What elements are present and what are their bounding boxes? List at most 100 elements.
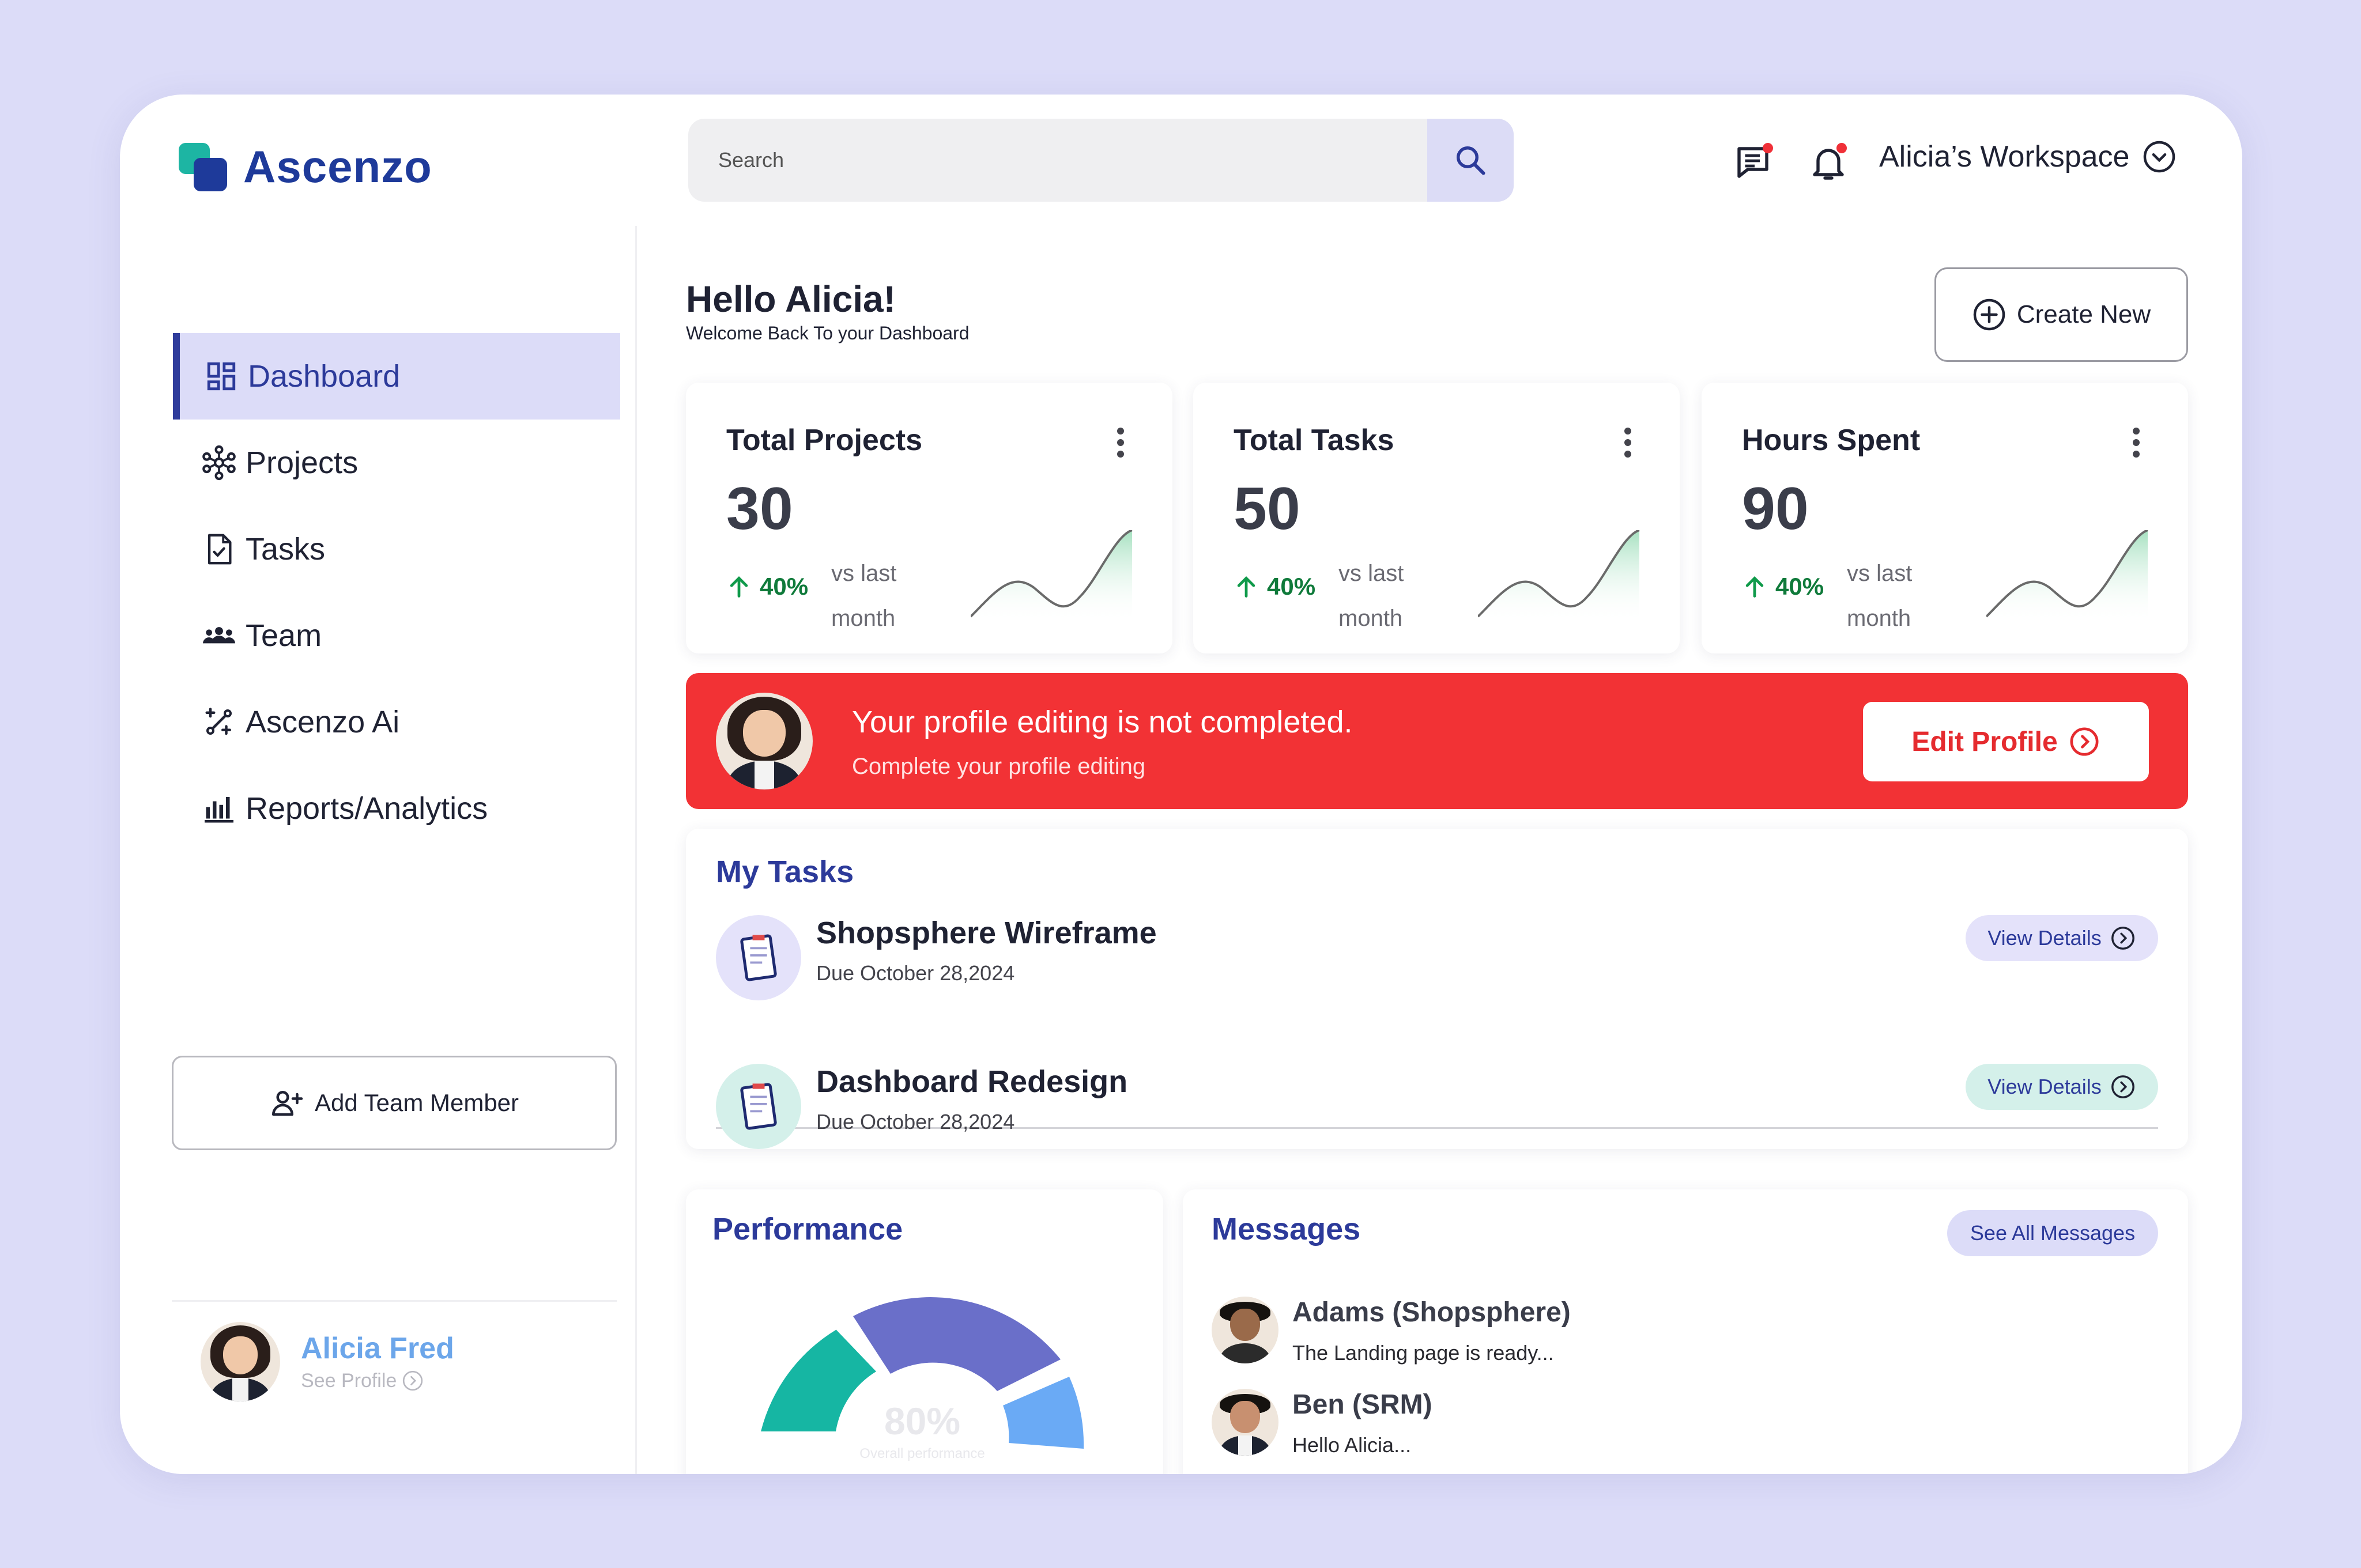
search-icon: [1457, 146, 1485, 175]
stat-compare: vs last month: [1338, 561, 1404, 631]
greeting: Hello Alicia! Welcome Back To your Dashb…: [686, 278, 970, 344]
task-due: Due October 28,2024: [816, 1110, 1015, 1134]
dashboard-grid-icon: [203, 358, 240, 395]
stat-card-total-tasks: Total Tasks 50 40% vs last month: [1193, 383, 1680, 653]
stat-compare: vs last month: [1847, 561, 1913, 631]
chevron-down-icon: [2144, 141, 2175, 173]
stat-change: 40%: [726, 573, 808, 600]
search-button[interactable]: [1427, 119, 1514, 202]
search-input[interactable]: [718, 119, 1352, 202]
sparkline-chart: [971, 530, 1133, 622]
task-name: Dashboard Redesign: [816, 1064, 1128, 1099]
message-item[interactable]: Ben (SRM) Hello Alicia...: [1212, 1389, 1432, 1457]
edit-profile-label: Edit Profile: [1911, 726, 2058, 757]
more-vertical-icon[interactable]: [2130, 425, 2142, 460]
page-title: Hello Alicia!: [686, 278, 896, 320]
app-name: Ascenzo: [243, 141, 432, 192]
chevron-right-circle-icon: [403, 1370, 423, 1391]
sidebar-item-label: Team: [246, 618, 322, 653]
view-details-button[interactable]: View Details: [1966, 915, 2158, 961]
donut-segment: [761, 1329, 876, 1431]
see-profile-link[interactable]: See Profile: [301, 1369, 454, 1392]
edit-profile-button[interactable]: Edit Profile: [1863, 702, 2149, 781]
stat-title: Total Tasks: [1234, 424, 1394, 457]
task-name: Shopsphere Wireframe: [816, 916, 1157, 950]
messages-title: Messages: [1212, 1212, 1361, 1246]
arrow-up-icon: [1745, 576, 1764, 598]
sidebar-item-reports-analytics[interactable]: Reports/Analytics: [173, 765, 620, 852]
stat-change-value: 40%: [1775, 573, 1824, 600]
task-due: Due October 28,2024: [816, 961, 1015, 985]
bar-chart-icon: [201, 790, 237, 827]
messages-button[interactable]: [1734, 142, 1775, 183]
sidebar-item-projects[interactable]: Projects: [173, 420, 620, 506]
list-item: Shopsphere Wireframe Due October 28,2024…: [716, 915, 2158, 1030]
sidebar-item-team[interactable]: Team: [173, 592, 620, 679]
more-vertical-icon[interactable]: [1622, 425, 1634, 460]
chat-icon: [1737, 147, 1768, 178]
logo-mark-icon: [179, 142, 227, 191]
view-details-button[interactable]: View Details: [1966, 1064, 2158, 1110]
sparkline-chart: [1478, 530, 1640, 622]
view-details-label: View Details: [1987, 926, 2102, 950]
add-team-member-label: Add Team Member: [314, 1089, 519, 1116]
sidebar-item-ascenzo-ai[interactable]: Ascenzo Ai: [173, 679, 620, 765]
sidebar-divider: [635, 226, 637, 1474]
performance-donut-chart: 80% Overall performance: [761, 1297, 1084, 1461]
message-sender: Ben (SRM): [1292, 1389, 1432, 1420]
stat-card-total-projects: Total Projects 30 40% vs last month: [686, 383, 1172, 653]
app-window: Ascenzo Alicia’s Workspace Dashboard Pro…: [120, 95, 2242, 1474]
clipboard-icon: [716, 915, 801, 1000]
profile-name: Alicia Fred: [301, 1332, 454, 1365]
view-details-label: View Details: [1987, 1075, 2102, 1098]
create-new-button[interactable]: Create New: [1934, 267, 2188, 362]
app-logo[interactable]: Ascenzo: [179, 141, 432, 193]
see-all-messages-button[interactable]: See All Messages: [1947, 1210, 2158, 1256]
stat-change-value: 40%: [760, 573, 809, 600]
avatar: [1212, 1389, 1278, 1456]
sidebar-item-label: Projects: [246, 445, 359, 480]
avatar: [201, 1322, 280, 1401]
notification-dot: [1836, 143, 1847, 153]
stat-title: Total Projects: [726, 424, 923, 457]
sidebar-item-label: Dashboard: [248, 359, 401, 394]
banner-subtitle: Complete your profile editing: [852, 754, 1146, 779]
stat-compare: vs last month: [831, 561, 897, 631]
profile-incomplete-banner: Your profile editing is not completed. C…: [686, 673, 2188, 809]
team-icon: [201, 617, 237, 654]
message-item[interactable]: Adams (Shopsphere) The Landing page is r…: [1212, 1297, 1571, 1365]
arrow-up-icon: [730, 576, 748, 598]
user-profile[interactable]: Alicia Fred See Profile: [201, 1322, 454, 1401]
stat-title: Hours Spent: [1742, 424, 1921, 457]
my-tasks-title: My Tasks: [716, 855, 854, 889]
sidebar-item-label: Ascenzo Ai: [246, 705, 400, 739]
page-subtitle: Welcome Back To your Dashboard: [686, 323, 970, 343]
chevron-right-circle-icon: [2111, 1075, 2134, 1098]
chevron-right-circle-icon: [2070, 727, 2099, 756]
donut-center-value: 80%: [884, 1400, 960, 1442]
stat-change-value: 40%: [1267, 573, 1316, 600]
stat-card-hours-spent: Hours Spent 90 40% vs last month: [1702, 383, 2188, 653]
banner-title: Your profile editing is not completed.: [852, 705, 1353, 739]
workspace-switcher[interactable]: Alicia’s Workspace: [1879, 139, 2177, 174]
notifications-button[interactable]: [1808, 142, 1849, 183]
ai-sparkle-icon: [201, 704, 237, 740]
add-team-member-button[interactable]: Add Team Member: [172, 1056, 617, 1150]
create-new-label: Create New: [2016, 300, 2151, 328]
workspace-label: Alicia’s Workspace: [1879, 140, 2130, 173]
more-vertical-icon[interactable]: [1115, 425, 1126, 460]
clipboard-icon: [716, 1064, 801, 1149]
plus-circle-icon: [1973, 299, 2005, 331]
chevron-right-circle-icon: [2111, 927, 2134, 950]
sidebar-item-tasks[interactable]: Tasks: [173, 506, 620, 592]
add-user-icon: [271, 1091, 303, 1116]
task-divider: [716, 1127, 2158, 1129]
sidebar-item-label: Tasks: [246, 532, 326, 566]
network-icon: [201, 444, 237, 481]
my-tasks-card: My Tasks Shopsphere Wireframe Due Octobe…: [686, 829, 2188, 1149]
messages-card: Messages See All Messages Adams (Shopsph…: [1183, 1189, 2188, 1474]
performance-title: Performance: [712, 1212, 903, 1246]
stat-change: 40%: [1234, 573, 1315, 600]
sidebar-item-dashboard[interactable]: Dashboard: [173, 333, 620, 420]
list-item: Dashboard Redesign Due October 28,2024 V…: [716, 1064, 2158, 1179]
